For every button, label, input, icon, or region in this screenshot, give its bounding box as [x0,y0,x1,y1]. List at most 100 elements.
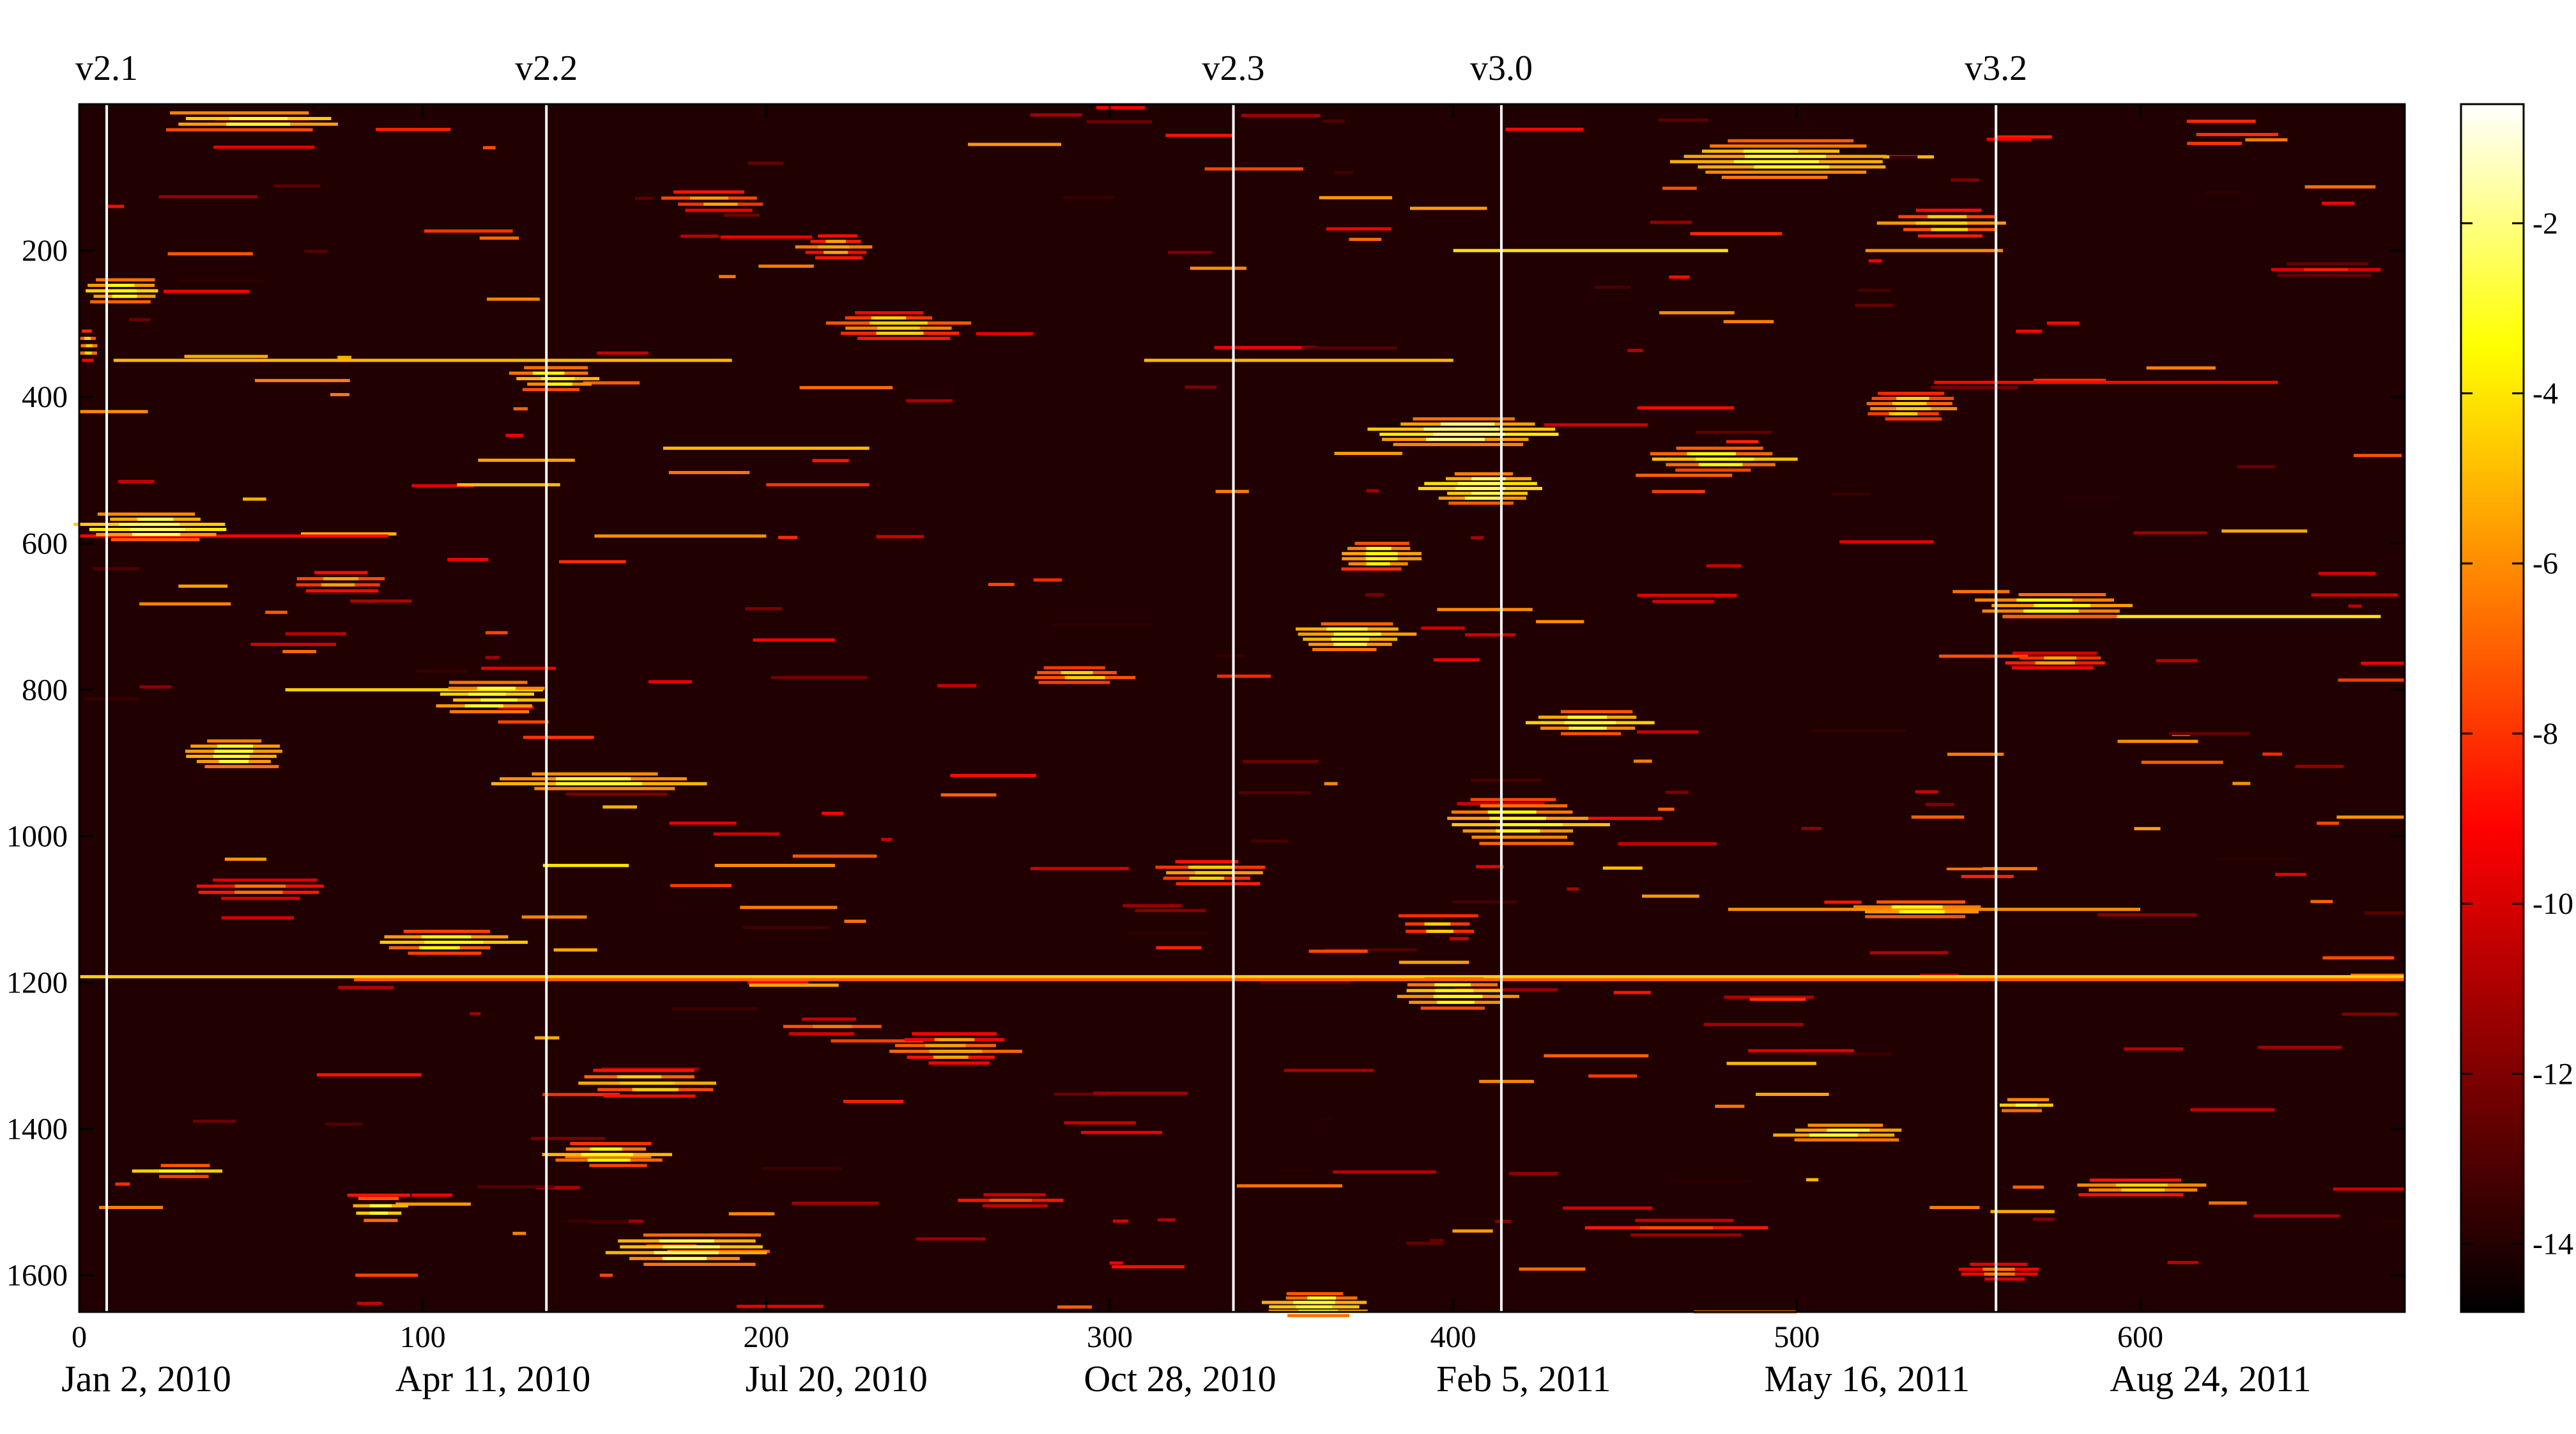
heatmap-cell [325,1122,363,1126]
heatmap-cell [2044,656,2077,660]
heatmap-cell [364,1219,398,1222]
heatmap-cell [799,386,893,390]
heatmap-cell [1544,423,1648,427]
heatmap-cell [1278,1168,1312,1172]
x-tick-label: 500 [1774,1320,1820,1354]
heatmap-cell [265,610,288,614]
heatmap-cell [989,1198,1032,1202]
heatmap-cell [2275,872,2306,876]
heatmap-cell [164,289,249,293]
heatmap-cell [542,1093,620,1097]
heatmap-cell [742,925,829,929]
heatmap-cell [983,1204,1048,1208]
heatmap-cell [1038,681,1110,684]
heatmap-cell [1251,839,1288,843]
heatmap-cell [2023,609,2079,613]
heatmap-cell [1715,1104,1745,1108]
heatmap-cell [2361,661,2405,665]
heatmap-cell [1354,541,1409,545]
heatmap-cell [1260,981,1352,985]
heatmap-cell [354,978,2405,982]
heatmap-cell [815,256,862,259]
heatmap-cell [566,792,668,796]
heatmap-cell [1430,1238,1445,1242]
heatmap-cell [583,381,640,385]
heatmap-cell [541,377,575,380]
heatmap-cell [218,760,249,764]
heatmap-cell [1062,196,1114,199]
colorbar-tick-label: -8 [2533,717,2558,751]
heatmap-cell [643,1233,761,1237]
heatmap-cell [659,1239,714,1243]
heatmap-cell [937,684,977,688]
heatmap-cell [1889,155,1918,159]
heatmap-cell [1931,227,1968,231]
heatmap-cell [82,329,92,333]
heatmap-cell [728,1212,775,1215]
heatmap-cell [1321,1117,1332,1121]
heatmap-cell [950,774,1036,778]
heatmap-cell [668,471,750,474]
heatmap-cell [1809,1133,1859,1137]
heatmap-cell [968,143,1061,146]
heatmap-cell [1448,501,1514,505]
heatmap-cell [234,884,286,888]
heatmap-cell [1916,208,1982,212]
heatmap-cell [1915,790,1938,794]
heatmap-cell [1970,1263,2028,1266]
heatmap-cell [2304,268,2348,272]
heatmap-cell [2012,666,2094,670]
heatmap-cell [1471,536,1483,540]
heatmap-cell [1325,948,1417,952]
heatmap-cell [1567,887,1579,891]
heatmap-cell [713,832,780,836]
plot-frame [78,103,2406,1313]
heatmap-cell [512,1231,526,1235]
heatmap-cell [2333,1187,2405,1191]
heatmap-cell [740,906,838,909]
colorbar: -2 -4 -6 -8 -10 -12 -14 [2460,103,2573,1313]
heatmap-cell [876,535,924,539]
heatmap-cell [940,793,997,797]
heatmap-cell [1326,227,1392,231]
heatmap-cell [1726,440,1759,443]
heatmap-cell [1487,810,1537,814]
heatmap-cell [1891,905,1943,909]
heatmap-cell [132,533,181,536]
heatmap-cell [1839,540,1934,544]
heatmap-cell [1728,907,2140,911]
heatmap-cell [1424,977,1483,981]
heatmap-cell [449,681,528,684]
heatmap-cell [113,358,732,362]
heatmap-cell [513,407,528,411]
heatmap-cell [634,196,654,200]
heatmap-cell [824,251,848,254]
heatmap-cell [1896,397,1929,400]
y-tick-label: 1200 [6,966,68,1000]
heatmap-cell [745,607,783,611]
heatmap-cell [1188,865,1232,869]
heatmap-cell [770,675,868,679]
heatmap-cell [1706,564,1742,567]
heatmap-cell [1479,842,1574,845]
heatmap-cell [620,1081,675,1085]
heatmap-cell [1865,915,1966,918]
heatmap-cell [1433,433,1505,436]
heatmap-cell [1811,729,1906,732]
heatmap-cell [214,750,254,753]
heatmap-cell [870,321,928,325]
heatmap-cell [1928,215,1966,219]
heatmap-cell [221,897,300,900]
heatmap-cell [486,631,508,635]
heatmap-cell [1365,551,1398,555]
heatmap-cell [1112,1265,1185,1268]
heatmap-cell [1434,994,1483,998]
heatmap-cell [408,952,482,955]
heatmap-cell [468,692,506,696]
heatmap-cell [481,667,556,670]
heatmap-cell [1494,1219,1512,1223]
heatmap-cell [464,704,503,708]
heatmap-cell [160,1164,210,1168]
heatmap-cell [556,777,631,781]
heatmap-cell [1618,842,1717,845]
